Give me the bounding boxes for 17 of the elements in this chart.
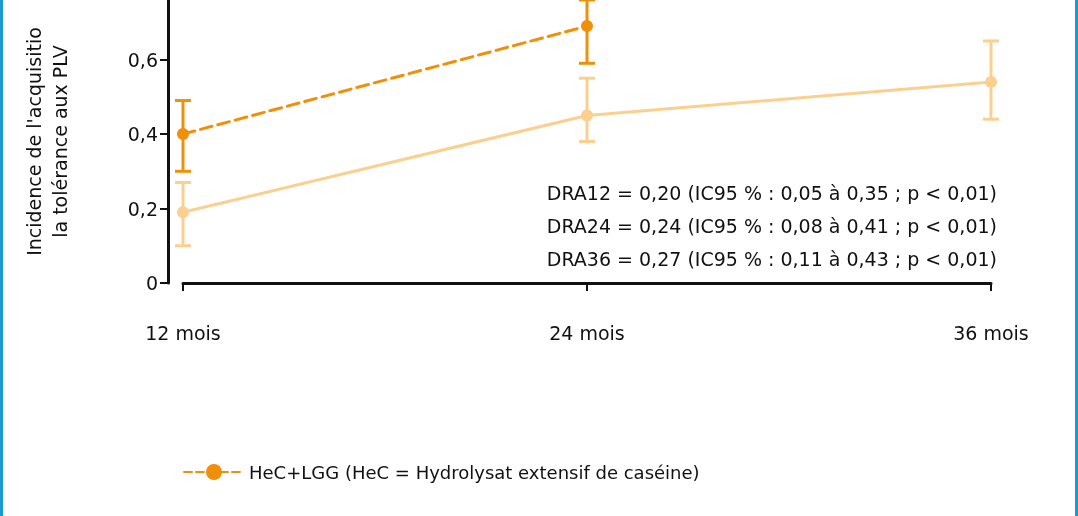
annotation: DRA24 = 0,24 (IC95 % : 0,08 à 0,41 ; p < 0,01)	[546, 214, 997, 237]
point	[581, 109, 593, 122]
x-tick-label: 24 mois	[549, 321, 625, 344]
legend-label: HeC+LGG (HeC = Hydrolysat extensif de caséine)	[249, 461, 700, 483]
point	[177, 206, 189, 219]
y-tick-label: 0	[145, 272, 158, 294]
point	[581, 20, 593, 33]
point	[985, 75, 997, 88]
point	[177, 128, 189, 141]
annotation: DRA12 = 0,20 (IC95 % : 0,05 à 0,35 ; p < 0,01)	[546, 181, 997, 204]
y-tick-label: 0,6	[127, 48, 158, 71]
y-tick-label: 0,4	[127, 123, 158, 146]
y-tick-label: 0,2	[127, 197, 158, 220]
annotation: DRA36 = 0,27 (IC95 % : 0,11 à 0,43 ; p < 0,01)	[546, 247, 997, 270]
x-tick-label: 36 mois	[953, 321, 1029, 344]
x-tick-label: 12 mois	[145, 321, 221, 344]
y-axis-title: Incidence de l'acquisitio la tolérance aux PLV	[23, 27, 71, 256]
